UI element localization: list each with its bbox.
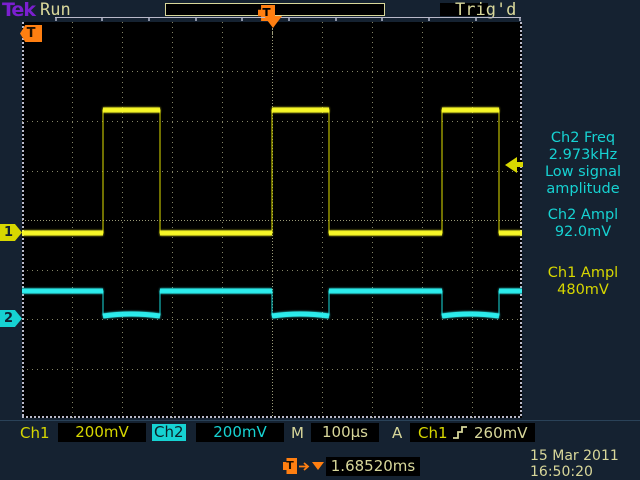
ch2-vertical-scale[interactable]: 200mV — [196, 423, 284, 442]
trigger-settings-box[interactable] — [410, 423, 535, 442]
ch1-ampl-value: 480mV — [557, 282, 609, 298]
ch2-waveform — [22, 290, 522, 316]
ch2-ampl-value: 92.0mV — [554, 224, 612, 240]
ch2-ground-marker[interactable]: 2 — [0, 310, 22, 327]
date-text: 15 Mar 2011 — [530, 448, 619, 464]
measurement-panel: Ch2 Freq 2.973kHz Low signal amplitude C… — [526, 130, 640, 299]
ch2-freq-value: 2.973kHz — [548, 147, 618, 163]
trigger-delay-icon: T — [283, 458, 297, 474]
graticule[interactable] — [22, 22, 522, 418]
ch2-warning-l2: amplitude — [546, 181, 620, 197]
grid-edge-left — [22, 22, 24, 418]
ch2-setting-label[interactable]: Ch2 — [152, 423, 186, 441]
ch2-waveform-trace — [22, 288, 522, 319]
datetime-display: 15 Mar 2011 16:50:20 — [530, 448, 635, 480]
rising-edge-icon[interactable] — [452, 425, 468, 440]
trigger-level-value[interactable]: 260mV — [474, 424, 528, 442]
delay-value[interactable]: 1.68520ms — [326, 457, 420, 476]
bottom-settings-bar: Ch1 200mV Ch2 200mV M 100µs A Ch1 260mV — [0, 422, 640, 444]
ch1-ampl-label: Ch1 Ampl — [547, 265, 619, 281]
top-status-bar: Tek Run T Trig'd — [0, 0, 640, 21]
ch1-trigger-level-arrow-tail — [517, 162, 523, 167]
trigger-state: Trig'd — [455, 0, 517, 20]
trigger-mode-label: A — [392, 424, 403, 442]
ch1-vertical-scale[interactable]: 200mV — [58, 423, 146, 442]
tek-logo: Tek — [2, 0, 36, 21]
time-text: 16:50:20 — [530, 464, 593, 480]
bottom-bar-divider — [0, 420, 640, 421]
grid-edge-bottom — [22, 416, 522, 418]
trigger-position-line — [272, 28, 273, 40]
trigger-state-box — [440, 3, 488, 16]
grid-hline — [22, 270, 522, 271]
ch1-waveform-trace — [22, 107, 522, 236]
ch1-setting-label[interactable]: Ch1 — [20, 424, 50, 442]
ch1-ground-marker[interactable]: 1 — [0, 224, 22, 241]
trigger-source[interactable]: Ch1 — [418, 424, 448, 442]
timebase-label: M — [291, 424, 304, 442]
grid-edge-right — [520, 22, 522, 418]
ch2-freq-label: Ch2 Freq — [550, 130, 616, 146]
trigger-level-marker-icon[interactable]: T — [20, 25, 42, 42]
acquisition-state[interactable]: Run — [40, 0, 71, 20]
ch1-waveform — [22, 109, 522, 234]
grid-hline — [22, 319, 522, 320]
delay-arrow-icon — [299, 462, 310, 471]
ch1-trigger-level-arrow-icon[interactable] — [505, 157, 517, 173]
delay-triangle-icon — [312, 462, 324, 470]
record-ruler — [55, 17, 521, 21]
ch2-ampl-label: Ch2 Ampl — [547, 207, 619, 223]
timebase-value[interactable]: 100µs — [311, 423, 379, 442]
waveform-canvas — [22, 107, 522, 319]
ch2-warning-l1: Low signal — [544, 164, 622, 180]
trigger-position-bar[interactable]: T — [165, 3, 385, 21]
ch1-measurement-block: Ch1 Ampl 480mV — [526, 265, 640, 299]
grid-hline — [22, 71, 522, 72]
trigger-position-triangle-icon[interactable] — [264, 16, 282, 28]
grid-hline — [22, 369, 522, 370]
